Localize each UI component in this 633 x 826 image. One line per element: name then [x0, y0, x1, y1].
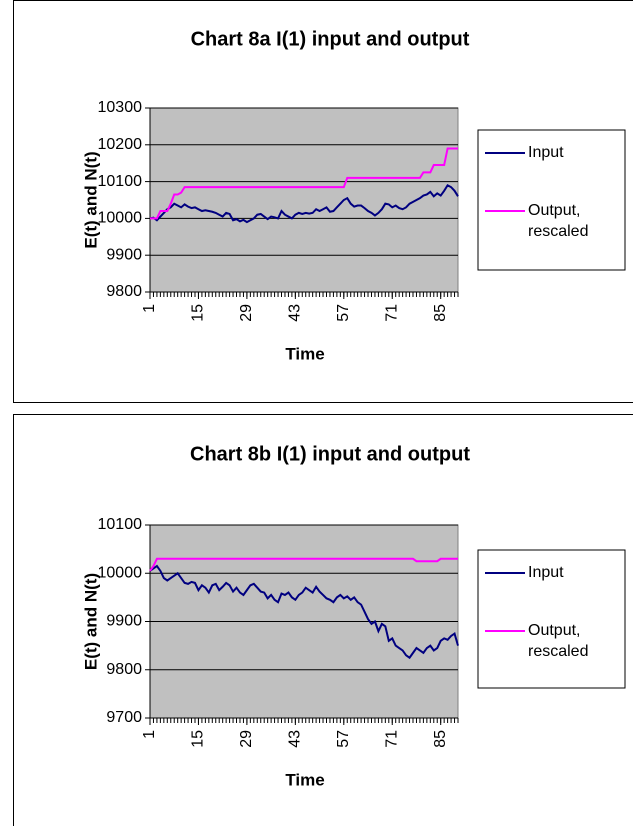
y-tick-label: 10300 [98, 99, 143, 116]
x-tick-label: 43 [287, 304, 304, 322]
x-axis-label: Time [285, 770, 324, 789]
legend-label: Output, rescaled [528, 202, 589, 240]
x-tick-label: 57 [335, 730, 352, 748]
y-axis-label: E(t) and N(t) [81, 151, 100, 248]
y-axis-label: E(t) and N(t) [81, 573, 100, 670]
y-tick-label: 9900 [106, 246, 142, 263]
x-tick-label: 43 [287, 730, 304, 748]
legend-label: Output, rescaled [528, 622, 589, 660]
series-line [150, 147, 458, 220]
y-tick-label: 9800 [106, 661, 142, 678]
y-tick-label: 10100 [98, 516, 143, 533]
series-line [149, 564, 459, 660]
y-tick-label: 10000 [98, 564, 143, 581]
chart-title: Chart 8b I(1) input and output [190, 443, 470, 465]
y-tick-label: 9800 [106, 283, 142, 300]
y-tick-label: 10200 [98, 136, 143, 153]
x-tick-label: 85 [432, 304, 449, 322]
x-tick-label: 85 [432, 730, 449, 748]
series-line [149, 557, 458, 572]
y-tick-label: 9700 [106, 709, 142, 726]
x-axis-label: Time [285, 344, 324, 363]
series-line [149, 183, 459, 224]
x-tick-label: 15 [190, 730, 207, 748]
y-tick-label: 9900 [106, 613, 142, 630]
legend-label: Input [528, 144, 564, 161]
x-tick-label: 1 [141, 304, 158, 313]
x-tick-label: 71 [383, 304, 400, 322]
legend-label: Input [528, 564, 564, 581]
x-tick-label: 15 [190, 304, 207, 322]
x-tick-label: 29 [238, 304, 255, 322]
x-tick-label: 1 [141, 730, 158, 739]
chart-title: Chart 8a I(1) input and output [191, 28, 470, 50]
plot-area [149, 107, 459, 293]
x-tick-label: 71 [383, 730, 400, 748]
y-tick-label: 10100 [98, 173, 143, 190]
x-tick-label: 29 [238, 730, 255, 748]
y-tick-label: 10000 [98, 210, 143, 227]
x-tick-label: 57 [335, 304, 352, 322]
